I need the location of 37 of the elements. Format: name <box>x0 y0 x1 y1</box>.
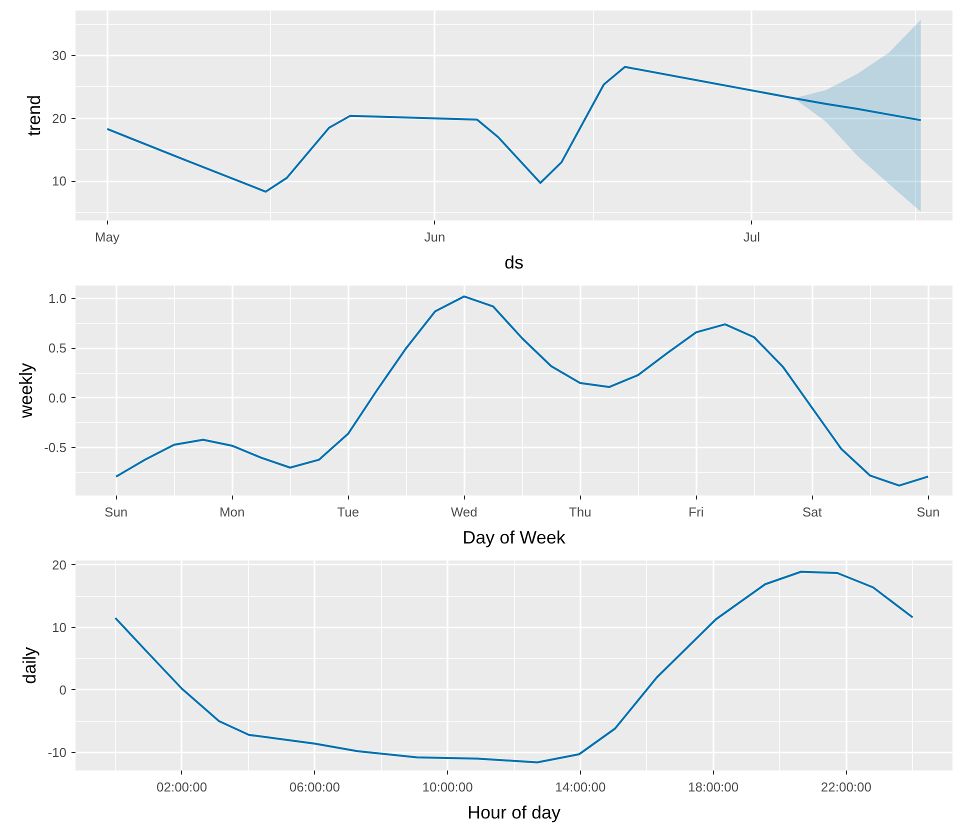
x-tick-label: 18:00:00 <box>688 780 739 794</box>
y-tick-label: 10 <box>52 174 67 189</box>
x-axis-title: ds <box>504 252 524 272</box>
y-tick-label: 1.0 <box>48 290 67 306</box>
x-tick-label: 14:00:00 <box>555 780 606 794</box>
x-tick-label: May <box>94 230 120 244</box>
x-tick-label: 10:00:00 <box>422 780 473 794</box>
x-axis-title: Day of Week <box>462 528 566 548</box>
line-series <box>114 570 914 764</box>
y-axis-title: daily <box>20 646 40 684</box>
x-tick-label: Tue <box>337 504 360 520</box>
line-series <box>106 66 922 193</box>
x-tick-label: Jun <box>424 230 446 244</box>
x-tick-label: Fri <box>688 504 704 520</box>
x-tick-label: Thu <box>568 504 592 520</box>
x-axis-title: Hour of day <box>467 802 561 822</box>
y-axis-title: weekly <box>16 362 36 420</box>
x-tick-label: Wed <box>450 504 478 520</box>
x-tick-label: Sun <box>104 504 128 520</box>
y-tick-label: 30 <box>52 48 67 64</box>
x-tick-label: 22:00:00 <box>820 780 872 794</box>
y-tick-label: 20 <box>52 557 67 572</box>
x-tick-label: 06:00:00 <box>289 780 340 794</box>
y-tick-label: 0.5 <box>48 340 67 356</box>
x-tick-label: Jul <box>743 230 760 244</box>
y-tick-label: 20 <box>52 110 67 126</box>
x-tick-label: Sat <box>802 504 822 520</box>
y-axis-title: trend <box>24 94 44 136</box>
x-tick-label: Sun <box>916 504 940 520</box>
x-tick-label: 02:00:00 <box>156 780 208 794</box>
x-tick-label: Mon <box>219 504 245 520</box>
line-series <box>115 295 930 487</box>
y-tick-label: -0.5 <box>44 440 67 456</box>
y-tick-label: 0 <box>59 682 67 698</box>
y-tick-label: -10 <box>48 744 67 760</box>
y-tick-label: 10 <box>52 620 67 635</box>
y-tick-label: 0.0 <box>48 390 67 406</box>
